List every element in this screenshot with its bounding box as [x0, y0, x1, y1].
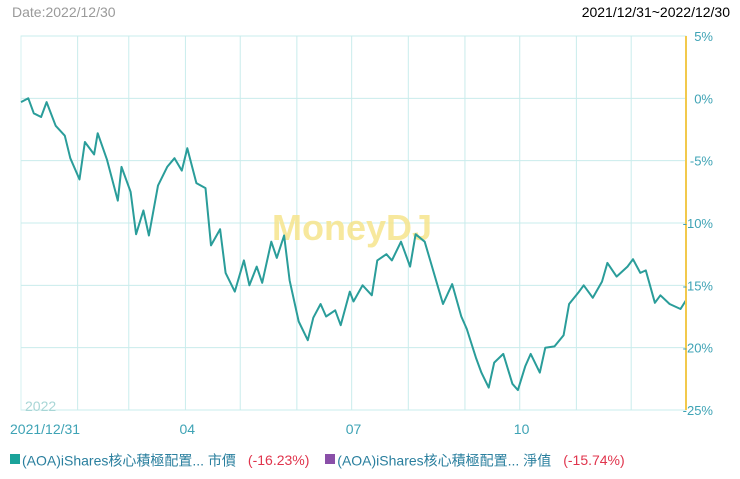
- grid-lines: [21, 35, 686, 411]
- series-line-0: [20, 97, 687, 392]
- date-range-label: 2021/12/31~2022/12/30: [581, 4, 730, 20]
- x-axis-ticks: 2021/12/31 04 07 10: [10, 421, 530, 437]
- y-tick-label: -10%: [683, 216, 714, 231]
- x-tick-label: 2021/12/31: [10, 421, 80, 437]
- legend: (AOA)iShares核心積極配置... 市價 (-16.23%) (AOA)i…: [10, 450, 637, 470]
- y-tick-label: -20%: [683, 341, 714, 356]
- y-tick-label: -15%: [683, 278, 714, 293]
- legend-swatch-nav: [325, 454, 336, 464]
- x-tick-label: 07: [346, 421, 362, 437]
- y-tick-label: -5%: [690, 154, 714, 169]
- series-lines: [20, 97, 687, 392]
- legend-value-market-price: (-16.23%): [247, 452, 310, 468]
- legend-label-market-price: (AOA)iShares核心積極配置... 市價: [22, 452, 236, 468]
- date-label: Date:2022/12/30: [12, 4, 116, 20]
- legend-label-nav: (AOA)iShares核心積極配置... 淨值: [337, 452, 552, 468]
- x-tick-label: 04: [179, 421, 195, 437]
- y-tick-label: -25%: [683, 403, 714, 418]
- legend-swatch-market-price: [10, 454, 20, 464]
- watermark: MoneyDJ: [272, 207, 432, 248]
- y-tick-label: 0%: [694, 91, 713, 106]
- legend-value-nav: (-15.74%): [563, 452, 625, 468]
- x-tick-label: 10: [514, 421, 530, 437]
- legend-item-market-price[interactable]: (AOA)iShares核心積極配置... 市價 (-16.23%): [10, 451, 325, 468]
- legend-item-nav[interactable]: (AOA)iShares核心積極配置... 淨值 (-15.74%): [325, 451, 636, 468]
- y-axis-ticks: 5% 0% -5% -10% -15% -20% -25%: [683, 29, 714, 418]
- line-chart: MoneyDJ 2022 5% 0% -5% -10% -15% -20% -25% 202…: [10, 29, 714, 437]
- y-tick-label: 5%: [694, 29, 713, 44]
- year-label: 2022: [25, 398, 56, 414]
